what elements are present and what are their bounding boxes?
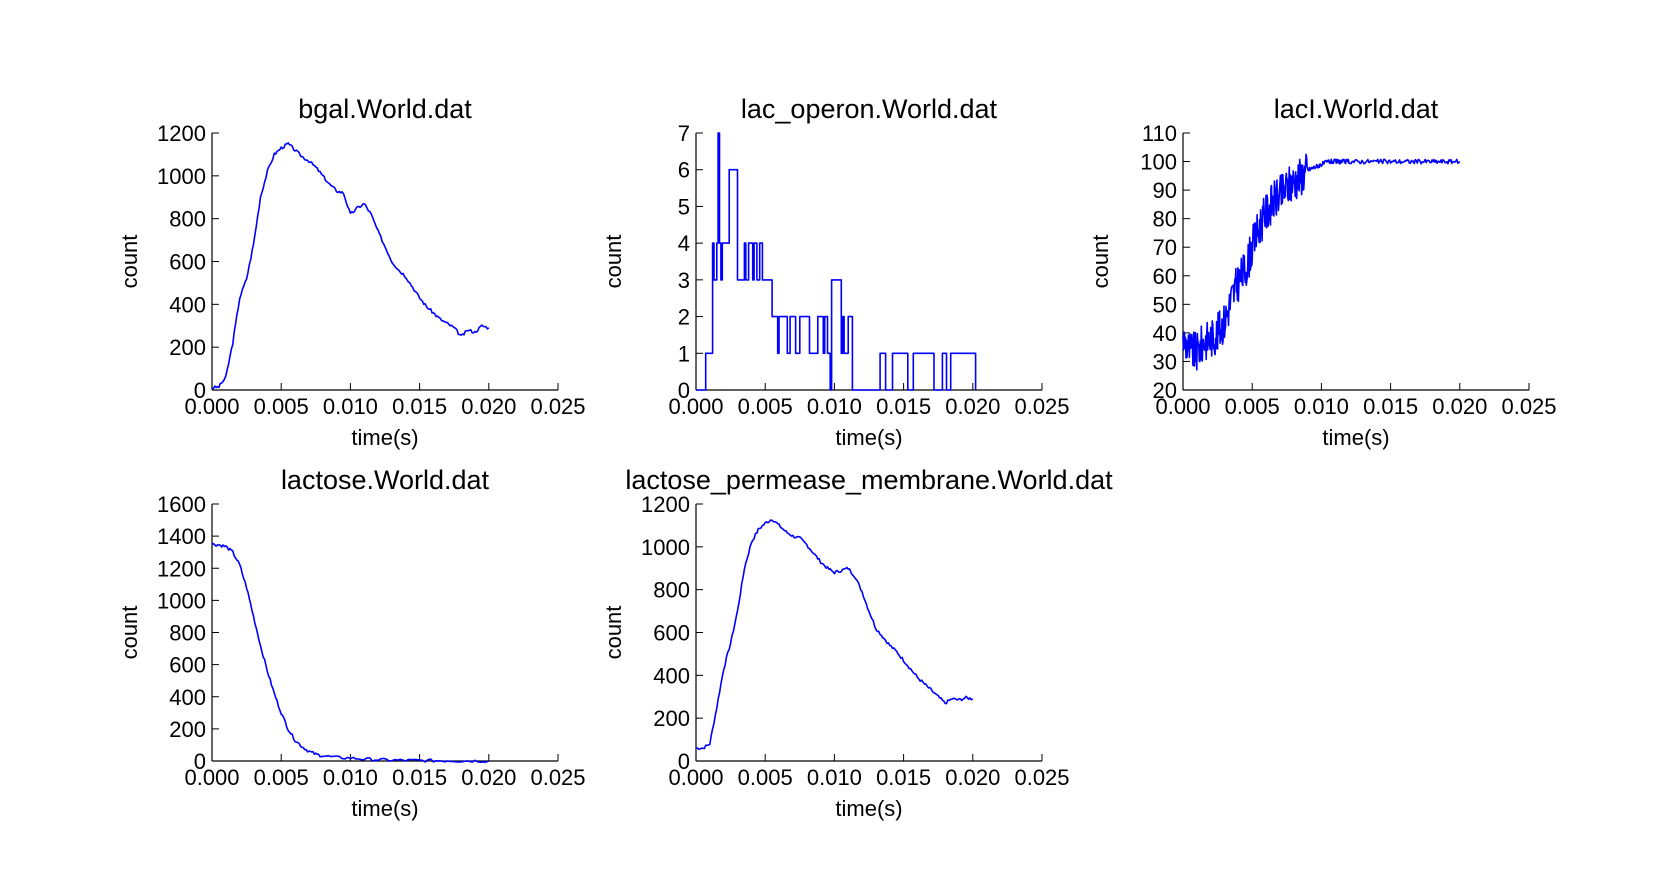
y-axis-label: count xyxy=(117,235,142,289)
x-tick-label: 0.025 xyxy=(1014,394,1069,419)
x-tick-label: 0.020 xyxy=(945,394,1000,419)
y-tick-label: 0 xyxy=(678,749,690,774)
x-tick-label: 0.025 xyxy=(1014,765,1069,790)
y-tick-label: 800 xyxy=(169,207,206,232)
y-tick-label: 30 xyxy=(1153,349,1177,374)
y-tick-label: 400 xyxy=(169,685,206,710)
x-tick-label: 0.005 xyxy=(738,765,793,790)
x-tick-label: 0.005 xyxy=(254,765,309,790)
y-tick-label: 200 xyxy=(653,706,690,731)
chart-title: lactose_permease_membrane.World.dat xyxy=(625,465,1113,495)
subplot-3: lacI.World.dat 0.000 0.005 0.010 0.015 0.020 0… xyxy=(1088,94,1557,450)
y-tick-label: 110 xyxy=(1142,121,1177,146)
x-tick-label: 0.015 xyxy=(876,394,931,419)
y-tick-label: 60 xyxy=(1153,264,1177,289)
y-tick-label: 20 xyxy=(1153,378,1177,403)
chart-title: bgal.World.dat xyxy=(298,94,472,124)
series-line xyxy=(1182,153,1461,371)
subplot-5: lactose_permease_membrane.World.dat 0.000… xyxy=(601,465,1113,821)
x-tick-label: 0.005 xyxy=(1225,394,1280,419)
series-line xyxy=(211,142,490,390)
x-axis-label: time(s) xyxy=(351,796,418,821)
y-tick-label: 100 xyxy=(1140,150,1177,175)
y-tick-label: 600 xyxy=(653,621,690,646)
x-tick-label: 0.000 xyxy=(668,765,723,790)
x-axis-label: time(s) xyxy=(1322,425,1389,450)
y-tick-label: 6 xyxy=(678,158,690,183)
x-tick-label: 0.010 xyxy=(1294,394,1349,419)
y-tick-label: 1 xyxy=(678,341,690,366)
y-tick-label: 1200 xyxy=(641,492,690,517)
x-tick-label: 0.020 xyxy=(945,765,1000,790)
x-tick-label: 0.015 xyxy=(392,394,447,419)
x-tick-label: 0.005 xyxy=(254,394,309,419)
x-tick-label: 0.000 xyxy=(668,394,723,419)
y-tick-label: 1200 xyxy=(157,556,206,581)
series-line xyxy=(211,542,490,763)
y-tick-label: 1600 xyxy=(157,492,206,517)
x-tick-label: 0.010 xyxy=(323,394,378,419)
y-tick-label: 7 xyxy=(678,121,690,146)
y-tick-label: 2 xyxy=(678,305,690,330)
y-tick-label: 3 xyxy=(678,268,690,293)
y-tick-label: 40 xyxy=(1153,321,1177,346)
y-tick-label: 5 xyxy=(678,194,690,219)
x-axis-label: time(s) xyxy=(351,425,418,450)
x-tick-label: 0.015 xyxy=(392,765,447,790)
x-tick-label: 0.000 xyxy=(1155,394,1210,419)
series-line xyxy=(696,132,977,391)
y-tick-label: 600 xyxy=(169,250,206,275)
subplot-2: lac_operon.World.dat 0.000 0.005 0.010 0.015… xyxy=(601,94,1070,450)
y-tick-label: 1400 xyxy=(157,524,206,549)
y-tick-label: 80 xyxy=(1153,207,1177,232)
chart-title: lactose.World.dat xyxy=(281,465,490,495)
y-tick-label: 0 xyxy=(194,749,206,774)
x-tick-label: 0.010 xyxy=(323,765,378,790)
subplot-1: bgal.World.dat 0.000 0.005 0.010 0.015 0.020 0… xyxy=(117,94,586,450)
y-tick-label: 4 xyxy=(678,231,690,256)
y-axis-label: count xyxy=(601,606,626,660)
y-tick-label: 0 xyxy=(678,378,690,403)
x-tick-label: 0.005 xyxy=(738,394,793,419)
y-tick-label: 50 xyxy=(1153,292,1177,317)
x-tick-label: 0.015 xyxy=(876,765,931,790)
y-tick-label: 400 xyxy=(653,663,690,688)
x-tick-label: 0.015 xyxy=(1363,394,1418,419)
y-tick-label: 70 xyxy=(1153,235,1177,260)
y-tick-label: 1000 xyxy=(641,535,690,560)
x-tick-label: 0.025 xyxy=(1501,394,1556,419)
y-axis-label: count xyxy=(601,235,626,289)
x-axis-label: time(s) xyxy=(835,425,902,450)
y-axis-label: count xyxy=(1088,235,1113,289)
x-tick-label: 0.025 xyxy=(530,394,585,419)
chart-title: lacI.World.dat xyxy=(1274,94,1439,124)
y-tick-label: 90 xyxy=(1153,178,1177,203)
y-tick-label: 600 xyxy=(169,653,206,678)
y-tick-label: 1200 xyxy=(157,121,206,146)
y-tick-label: 800 xyxy=(169,621,206,646)
x-tick-label: 0.025 xyxy=(530,765,585,790)
x-tick-label: 0.020 xyxy=(461,394,516,419)
x-tick-label: 0.020 xyxy=(461,765,516,790)
y-tick-label: 200 xyxy=(169,717,206,742)
y-tick-label: 400 xyxy=(169,292,206,317)
y-tick-label: 200 xyxy=(169,335,206,360)
x-tick-label: 0.010 xyxy=(807,394,862,419)
y-tick-label: 1000 xyxy=(157,164,206,189)
x-tick-label: 0.020 xyxy=(1432,394,1487,419)
y-tick-label: 800 xyxy=(653,578,690,603)
y-axis-label: count xyxy=(117,606,142,660)
subplot-4: lactose.World.dat 0.000 0.005 0.010 0.015 0.0… xyxy=(117,465,586,821)
x-tick-label: 0.010 xyxy=(807,765,862,790)
chart-title: lac_operon.World.dat xyxy=(741,94,998,124)
series-line xyxy=(695,519,974,751)
x-axis-label: time(s) xyxy=(835,796,902,821)
y-tick-label: 1000 xyxy=(157,588,206,613)
x-tick-label: 0.000 xyxy=(184,394,239,419)
y-tick-label: 0 xyxy=(194,378,206,403)
x-tick-label: 0.000 xyxy=(184,765,239,790)
